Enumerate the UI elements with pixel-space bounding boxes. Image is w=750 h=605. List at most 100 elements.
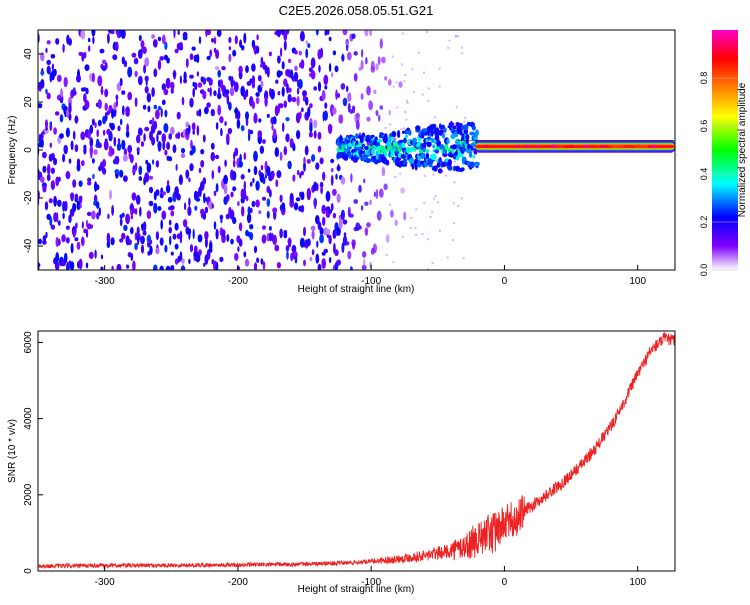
spectrogram-cell-407	[159, 265, 164, 270]
spectrogram-cell-1428	[412, 137, 417, 142]
spectrogram-cell-650	[232, 171, 237, 181]
spectrogram-cell-1065	[369, 30, 372, 37]
spectrogram-cell-24	[42, 151, 47, 159]
spectrogram-cell-354	[142, 230, 147, 236]
spectrogram-cell-921	[315, 162, 320, 170]
spectrogram-cell-990	[337, 163, 340, 172]
spectrogram-cell-391	[152, 39, 158, 48]
spectrogram-cell-622	[223, 184, 228, 195]
spectrogram-cell-473	[178, 42, 183, 50]
spectrogram-cell-500	[188, 230, 191, 240]
spectrogram-cell-1048	[360, 59, 364, 70]
spectrogram-cell-1297	[371, 148, 375, 156]
spectrogram-cell-45	[49, 142, 52, 148]
spectrogram-cell-454	[173, 30, 176, 39]
spectrogram-cell-721	[256, 257, 260, 264]
spectrogram-cell-291	[123, 224, 128, 232]
spectrogram-cell-413	[161, 191, 167, 196]
spectrogram-cell-962	[327, 123, 333, 134]
spectrogram-cell-687	[245, 65, 249, 73]
spectrogram-cell-1425	[411, 165, 415, 170]
spectrogram-cell-199	[96, 201, 100, 209]
spectrogram-cell-178	[89, 224, 94, 229]
spectrogram-cell-1494	[433, 165, 438, 172]
spectrogram-cell-571	[209, 87, 212, 97]
spectrogram-cell-213	[100, 85, 104, 96]
spectrogram-cell-1126	[457, 205, 460, 207]
spectrogram-cell-246	[111, 265, 114, 270]
spectrogram-cell-173	[87, 177, 92, 182]
spectrogram-cell-1058	[366, 116, 371, 122]
spectrogram-cell-1577	[460, 167, 465, 172]
spectrogram-cell-685	[243, 251, 247, 258]
spectrogram-cell-340	[137, 75, 143, 86]
spectrogram-cell-362	[144, 75, 149, 82]
spectrogram-cell-378	[151, 34, 156, 39]
spectrogram-cell-75	[56, 199, 62, 207]
spectrogram-cell-706	[249, 129, 254, 135]
spectrogram-cell-889	[306, 238, 311, 247]
spectrogram-cell-230	[104, 112, 108, 118]
spectrogram-cell-162	[84, 64, 90, 71]
spectrogram-cell-1050	[363, 258, 366, 266]
spectrogram-cell-107	[68, 102, 72, 114]
spectrogram-cell-961	[328, 209, 332, 214]
spectrogram-cell-423	[163, 88, 169, 96]
spectrogram-cell-588	[214, 66, 220, 71]
spectrogram-cell-29	[45, 47, 48, 53]
spectrogram-cell-876	[303, 156, 306, 164]
spectrogram-cell-560	[207, 87, 210, 93]
spectrogram-cell-145	[78, 195, 83, 201]
spectrogram-cell-123	[72, 229, 76, 238]
spectrogram-cell-111	[68, 113, 72, 121]
spectrogram-cell-886	[304, 145, 309, 156]
spectrogram-cell-975	[332, 188, 337, 196]
spectrogram-cell-1078	[379, 38, 383, 49]
spectrogram-cell-493	[185, 121, 190, 128]
spectrogram-cell-1112	[411, 68, 414, 71]
spectrogram-cell-501	[188, 197, 191, 207]
spectrogram-cell-836	[290, 69, 294, 80]
spectrogram-cell-531	[196, 110, 200, 117]
spectrogram-cell-307	[127, 91, 133, 101]
spectrogram-cell-142	[78, 258, 83, 270]
spectrogram-cell-629	[226, 94, 230, 105]
spectrogram-cell-127	[74, 144, 79, 153]
spectrogram-cell-271	[117, 138, 121, 144]
spectrogram-cell-1003	[341, 54, 345, 62]
spectrogram-cell-662	[237, 246, 240, 253]
spectrogram-cell-788	[275, 79, 279, 84]
spectrogram-cell-557	[204, 106, 209, 115]
spectrogram-cell-481	[180, 265, 186, 270]
spectrogram-cell-950	[324, 85, 328, 90]
spectrogram-cell-1130	[396, 106, 399, 109]
spectrogram-cell-64	[54, 111, 60, 116]
spectrogram-cell-1614	[472, 155, 476, 159]
spectrogram-cell-337	[137, 127, 143, 136]
spectrogram-cell-997	[338, 114, 344, 124]
spectrogram-cell-719	[253, 245, 258, 254]
spectrogram-cell-308	[130, 227, 134, 235]
spectrogram-cell-1000	[340, 83, 346, 90]
spectrogram-cell-705	[249, 232, 254, 241]
spectrogram-cell-298	[126, 264, 130, 269]
spectrogram-cell-1039	[355, 112, 360, 123]
spectrogram-cell-217	[102, 129, 106, 136]
spectrogram-cell-726	[256, 34, 259, 41]
spectrogram-cell-1140	[446, 256, 449, 259]
spectrogram-ylabel: Frequency (Hz)	[7, 116, 18, 185]
spectrogram-cell-1011	[344, 241, 350, 246]
spectrogram-cell-952	[326, 234, 330, 238]
spectrogram-cell-22	[42, 184, 47, 193]
spectrogram-cell-564	[206, 102, 211, 108]
spectrogram-cell-550	[202, 134, 206, 143]
spectrogram-cell-124	[71, 90, 77, 96]
spectrogram-cell-1144	[384, 127, 387, 129]
spectrogram-cell-1068	[370, 66, 376, 73]
spectrogram-cell-1635	[589, 144, 597, 148]
spectrogram-cell-1279	[364, 146, 369, 150]
spectrogram-cell-870	[301, 107, 304, 113]
spectrogram-cell-887	[305, 96, 309, 106]
spectrogram-cell-53	[50, 54, 56, 59]
spectrogram-cell-821	[285, 117, 290, 122]
